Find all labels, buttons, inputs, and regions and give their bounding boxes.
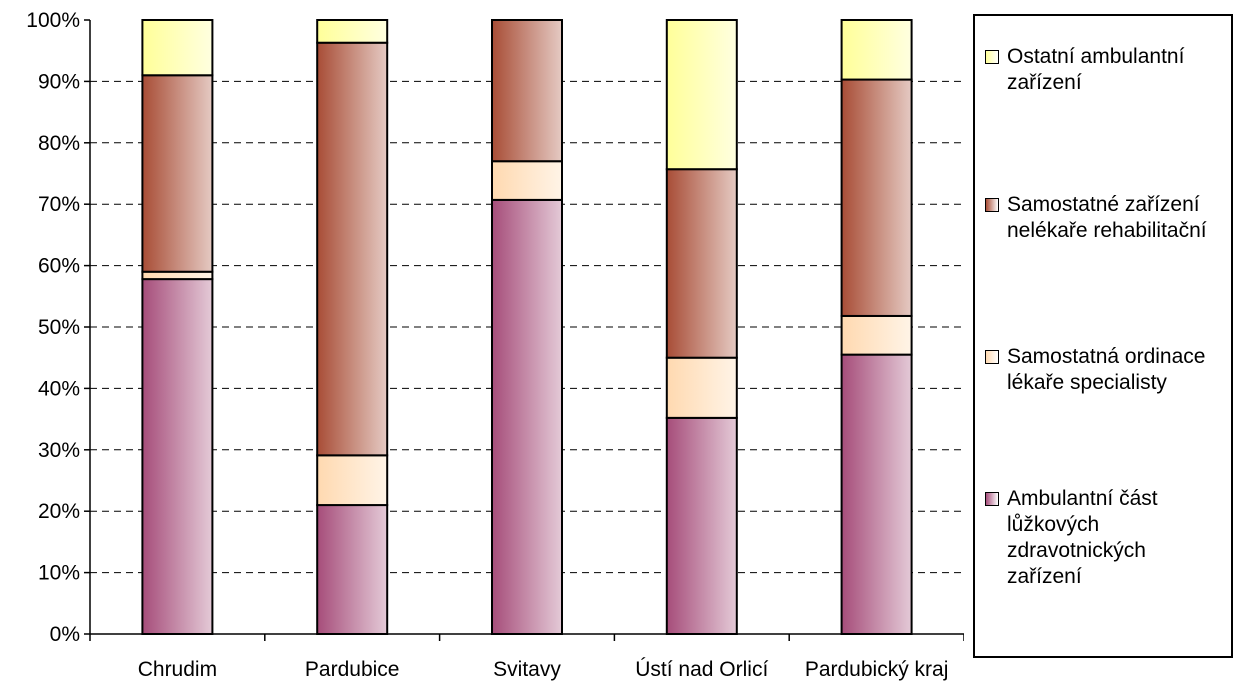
y-tick-label: 80% [38, 132, 80, 155]
y-tick-label: 0% [50, 623, 80, 646]
category-label: Pardubický kraj [805, 658, 949, 681]
legend-swatch [985, 492, 999, 506]
y-tick-label: 70% [38, 193, 80, 216]
legend-label-line: zdravotnických [1007, 539, 1146, 562]
bar-segment [141, 74, 214, 273]
category-label: Chrudim [138, 658, 217, 681]
bar-segment [491, 160, 563, 201]
bar-segment [491, 198, 563, 635]
legend-label: Ambulantní část lůžkových zdravotnických za… [1007, 486, 1232, 590]
bar-segment [665, 416, 738, 636]
legend-label: Ostatní ambulantní zařízení [1007, 44, 1232, 96]
category-label: Pardubice [305, 658, 400, 681]
bar-segment [316, 19, 389, 44]
y-tick-label: 10% [38, 562, 80, 585]
legend-label-line: lůžkových [1007, 513, 1100, 536]
bar-segment [665, 19, 738, 171]
y-tick-label: 60% [38, 255, 80, 278]
bar-segment [665, 168, 738, 359]
bar-segment [840, 353, 913, 635]
bar-segment [665, 356, 738, 419]
legend-label: Samostatná ordinace lékaře specialisty [1007, 344, 1232, 396]
legend-label-line: zařízení [1007, 71, 1082, 94]
y-tick-label: 100% [26, 9, 80, 32]
legend-swatch [985, 198, 999, 212]
bar-segment [316, 454, 389, 507]
legend-label: Samostatné zařízení nelékaře rehabilitačn… [1007, 192, 1232, 244]
axis-labels: 0% 10% 20% 30% 40% 50% 60% 70% 80% 90% 100% Chrudim… [26, 9, 948, 681]
legend-label-line: Samostatná ordinace [1007, 345, 1206, 368]
bar-segment [141, 278, 214, 635]
y-tick-label: 40% [38, 377, 80, 400]
category-label: Svitavy [493, 658, 561, 681]
bar-segment [141, 270, 214, 281]
axes [84, 19, 964, 641]
category-label: Ústí nad Orlicí [635, 658, 768, 681]
bar-segment [840, 314, 913, 356]
y-tick-label: 90% [38, 70, 80, 93]
bar-segment [840, 19, 913, 81]
legend-label-line: zařízení [1007, 565, 1082, 588]
legend-label-line: nelékaře rehabilitační [1007, 219, 1207, 242]
legend-label-line: lékaře specialisty [1007, 371, 1167, 394]
legend-label-line: Ambulantní část [1007, 487, 1158, 510]
bar-segment [491, 19, 563, 163]
y-tick-label: 20% [38, 500, 80, 523]
legend-swatch [985, 50, 999, 64]
bar-segment [141, 19, 214, 77]
y-tick-label: 30% [38, 439, 80, 462]
bar-segment [840, 78, 913, 317]
bar-segment [316, 41, 389, 457]
legend: Ostatní ambulantní zařízení Samostatné zař… [973, 14, 1233, 658]
y-tick-label: 50% [38, 316, 80, 339]
stacked-bar-chart: 0% 10% 20% 30% 40% 50% 60% 70% 80% 90% 100% Chrudim… [26, 9, 964, 681]
legend-swatch [985, 350, 999, 364]
legend-label-line: Ostatní ambulantní [1007, 45, 1185, 68]
legend-label-line: Samostatné zařízení [1007, 193, 1200, 216]
bars [141, 19, 913, 636]
bar-segment [316, 504, 389, 635]
